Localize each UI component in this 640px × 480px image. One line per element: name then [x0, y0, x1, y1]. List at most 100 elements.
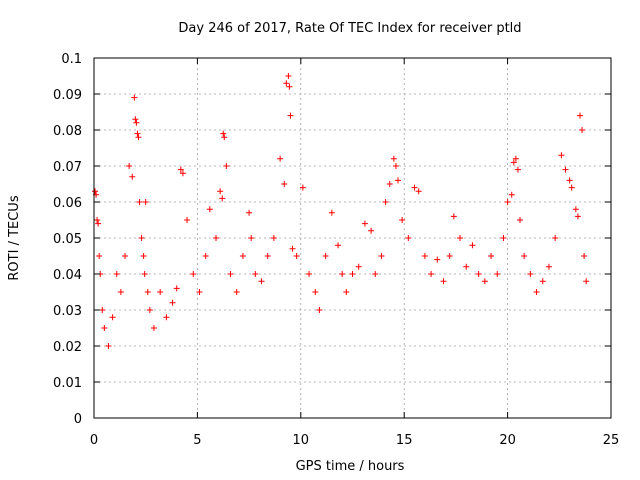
data-point — [190, 271, 197, 277]
data-point — [446, 253, 453, 259]
data-point — [134, 130, 141, 137]
data-point — [316, 307, 323, 313]
data-point — [574, 213, 581, 220]
y-tick-label: 0.09 — [53, 88, 82, 103]
data-point — [252, 271, 259, 277]
data-point — [457, 235, 464, 241]
y-tick-label: 0.01 — [53, 376, 82, 391]
data-point — [142, 199, 149, 205]
data-point — [92, 188, 99, 195]
y-axis-title: ROTI / TECUs — [7, 195, 22, 280]
data-point — [136, 199, 143, 205]
data-point — [223, 163, 230, 169]
data-point — [494, 271, 501, 277]
data-point — [562, 166, 569, 173]
data-point — [510, 159, 517, 166]
data-point — [285, 73, 292, 79]
data-point — [399, 217, 406, 223]
data-point — [227, 271, 234, 277]
data-point — [558, 152, 565, 159]
data-point — [138, 235, 145, 241]
data-point — [517, 217, 524, 223]
data-point — [355, 263, 362, 270]
data-point — [539, 278, 546, 285]
data-point — [96, 253, 103, 259]
data-point — [322, 253, 329, 259]
data-point — [328, 209, 335, 216]
data-point — [299, 184, 306, 191]
data-point — [568, 184, 575, 191]
data-point — [233, 289, 240, 295]
y-tick-label: 0.02 — [53, 340, 82, 355]
data-point — [248, 235, 255, 241]
data-point — [206, 206, 213, 213]
data-point — [533, 289, 540, 295]
data-point — [500, 235, 507, 241]
data-point — [264, 253, 271, 259]
data-point — [135, 134, 142, 141]
x-tick-label: 0 — [90, 433, 98, 448]
data-point — [94, 217, 101, 223]
grid-lines — [94, 58, 611, 418]
data-point — [293, 253, 300, 259]
data-point — [287, 112, 294, 119]
data-point — [579, 127, 586, 133]
data-point — [390, 155, 397, 162]
data-point — [583, 278, 590, 285]
data-point — [177, 166, 184, 173]
data-point — [246, 209, 253, 216]
data-point — [576, 112, 583, 119]
data-point — [421, 253, 428, 259]
x-tick-label: 20 — [499, 433, 516, 448]
data-point — [286, 83, 293, 90]
data-point — [163, 314, 170, 321]
data-point — [144, 289, 151, 295]
data-point — [463, 263, 470, 270]
data-point — [146, 307, 153, 313]
y-tick-label: 0.04 — [53, 268, 82, 283]
data-point — [213, 235, 220, 241]
data-point — [343, 289, 350, 295]
data-point — [221, 134, 228, 141]
data-point — [141, 271, 148, 277]
data-point — [219, 195, 226, 202]
data-point — [105, 343, 112, 349]
data-point — [394, 177, 401, 184]
data-point — [572, 206, 579, 213]
data-point — [169, 299, 176, 306]
x-tick-label: 25 — [603, 433, 620, 448]
data-point — [258, 278, 265, 285]
data-point — [220, 130, 227, 137]
data-point — [581, 253, 588, 259]
data-point — [173, 285, 180, 292]
data-point — [368, 227, 375, 234]
data-point — [545, 263, 552, 270]
data-point — [157, 289, 164, 295]
data-point — [113, 271, 120, 277]
data-point — [117, 289, 124, 295]
data-point — [521, 253, 528, 259]
data-point — [109, 314, 116, 321]
data-point — [349, 271, 356, 277]
data-point — [434, 256, 441, 263]
data-point — [440, 278, 447, 285]
data-point — [552, 235, 559, 241]
data-point — [508, 191, 515, 198]
data-point — [150, 325, 157, 331]
data-point — [312, 289, 319, 295]
data-point — [131, 94, 138, 101]
data-point — [415, 188, 422, 195]
data-point — [129, 173, 136, 180]
axis-ticks: 0 5 10 15 20 25 0 0.01 0.02 0.03 0.04 0.05 0.06 0.07 0… — [53, 52, 619, 448]
data-marks — [92, 73, 590, 349]
data-point — [133, 119, 140, 126]
data-point — [405, 235, 412, 241]
data-point — [217, 188, 224, 195]
data-point — [179, 170, 186, 177]
data-point — [122, 253, 129, 259]
data-point — [382, 199, 389, 205]
data-point — [99, 307, 106, 313]
x-tick-label: 5 — [193, 433, 201, 448]
data-point — [512, 155, 519, 162]
